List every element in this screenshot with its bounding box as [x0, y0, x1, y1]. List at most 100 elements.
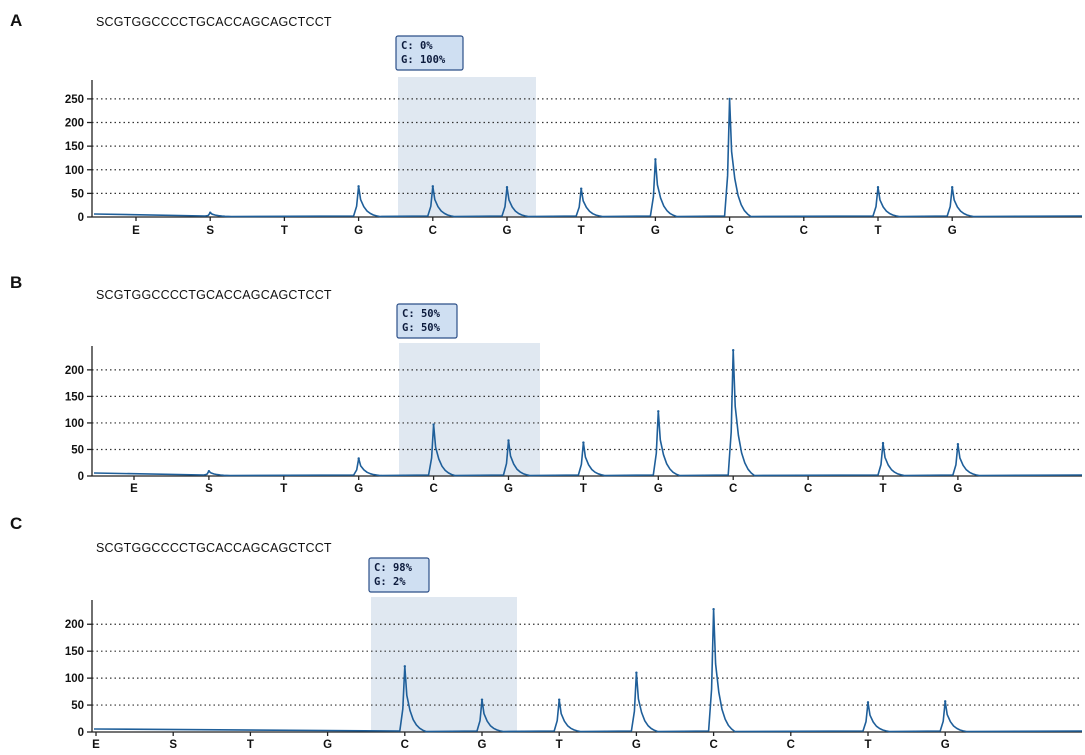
- sequence-text: SCGTGGCCCCTGCACCAGCAGCTCCT: [96, 288, 332, 302]
- panel-c: C SCGTGGCCCCTGCACCAGCAGCTCCT 0 50 100 150 200 E…: [10, 514, 1083, 751]
- dispensation-label: G: [654, 483, 663, 495]
- peak-mark: [654, 158, 657, 161]
- dispensation-label: S: [206, 225, 214, 237]
- callout-line-c: C: 50%: [402, 308, 441, 320]
- callout-line-c: C: 98%: [374, 562, 413, 574]
- callout-line-c: C: 0%: [401, 40, 433, 52]
- panel-b: B SCGTGGCCCCTGCACCAGCAGCTCCT 0 50 100 150 200 E…: [10, 273, 1083, 495]
- panel-label: B: [10, 273, 22, 292]
- peak-mark: [944, 700, 947, 703]
- y-tick-label: 100: [65, 418, 84, 430]
- dispensation-label: G: [354, 483, 363, 495]
- dispensation-label: C: [787, 739, 795, 751]
- dispensation-label: T: [247, 739, 254, 751]
- allele-callout: C: 50% G: 50%: [396, 303, 458, 339]
- snp-highlight-region: [371, 597, 517, 732]
- dispensation-label: G: [632, 739, 641, 751]
- dispensation-label: E: [132, 225, 140, 237]
- dispensation-label: T: [580, 483, 587, 495]
- dispensation-label: G: [354, 225, 363, 237]
- dispensation-label: G: [953, 483, 962, 495]
- y-tick-label: 200: [65, 118, 84, 130]
- dispensation-label: C: [429, 225, 437, 237]
- y-tick-label: 150: [65, 141, 84, 153]
- peak-mark: [432, 423, 435, 426]
- peak-mark: [431, 185, 434, 188]
- callout-box: [396, 303, 458, 339]
- dispensation-label: T: [578, 225, 585, 237]
- dispensation-label: G: [503, 225, 512, 237]
- sequence-text: SCGTGGCCCCTGCACCAGCAGCTCCT: [96, 541, 332, 555]
- peak-mark: [956, 442, 960, 446]
- peak-mark: [635, 671, 638, 674]
- allele-callout: C: 98% G: 2%: [368, 557, 430, 593]
- dispensation-label: C: [709, 739, 717, 751]
- pyrogram-trace: [93, 349, 1083, 477]
- dispensation-label: G: [323, 739, 332, 751]
- y-tick-label: 200: [65, 365, 84, 377]
- callout-line-g: G: 100%: [401, 54, 446, 66]
- peak-mark: [480, 698, 484, 701]
- peak-mark: [732, 349, 735, 352]
- peak-mark: [580, 187, 583, 190]
- peak-mark: [558, 698, 561, 701]
- dispensation-label: S: [169, 739, 177, 751]
- dispensation-label: G: [948, 225, 957, 237]
- dispensation-label: C: [429, 483, 437, 495]
- callout-line-g: G: 50%: [402, 322, 441, 334]
- y-tick-label: 0: [78, 471, 84, 483]
- peak-mark: [712, 607, 715, 611]
- panel-label: A: [10, 11, 22, 30]
- y-tick-label: 50: [71, 700, 84, 712]
- dispensation-label: G: [478, 739, 487, 751]
- peak-mark: [866, 701, 870, 704]
- peak-mark: [881, 441, 885, 445]
- dispensation-label: T: [874, 225, 881, 237]
- callout-box: [368, 557, 430, 593]
- dispensation-label: G: [504, 483, 513, 495]
- snp-highlight-region: [398, 77, 536, 217]
- dispensation-label: G: [941, 739, 950, 751]
- y-tick-label: 200: [65, 619, 84, 631]
- peak-mark: [209, 211, 212, 214]
- callout-box: [395, 35, 464, 71]
- peak-mark: [207, 470, 211, 473]
- allele-callout: C: 0% G: 100%: [395, 35, 464, 71]
- y-tick-label: 150: [65, 646, 84, 658]
- dispensation-label: S: [205, 483, 213, 495]
- y-tick-label: 0: [78, 212, 84, 224]
- peak-mark: [657, 410, 660, 413]
- snp-highlight-region: [399, 343, 540, 476]
- dispensation-label: T: [556, 739, 563, 751]
- dispensation-label: C: [804, 483, 812, 495]
- dispensation-label: C: [725, 225, 733, 237]
- callout-line-g: G: 2%: [374, 576, 406, 588]
- dispensation-label: E: [130, 483, 138, 495]
- y-tick-label: 150: [65, 391, 84, 403]
- y-tick-label: 0: [78, 727, 84, 739]
- dispensation-label: T: [280, 483, 287, 495]
- dispensation-label: T: [281, 225, 288, 237]
- panel-a: A SCGTGGCCCCTGCACCAGCAGCTCCT 0 50 100 150 200 2…: [10, 11, 1083, 237]
- sequence-text: SCGTGGCCCCTGCACCAGCAGCTCCT: [96, 15, 332, 29]
- y-tick-label: 100: [65, 165, 84, 177]
- dispensation-label: E: [92, 739, 100, 751]
- peak-mark: [728, 97, 731, 101]
- peak-mark: [357, 457, 360, 460]
- dispensation-label: T: [879, 483, 886, 495]
- peak-mark: [357, 185, 360, 188]
- pyrogram-trace: [93, 98, 1083, 218]
- dispensation-label: T: [864, 739, 871, 751]
- y-tick-label: 250: [65, 94, 84, 106]
- peak-mark: [876, 186, 880, 189]
- y-tick-label: 50: [71, 188, 84, 200]
- y-tick-label: 50: [71, 444, 84, 456]
- peak-mark: [951, 186, 954, 189]
- peak-mark: [403, 665, 406, 668]
- y-tick-label: 100: [65, 673, 84, 685]
- peak-mark: [505, 186, 509, 189]
- peak-mark: [582, 441, 585, 444]
- dispensation-label: C: [401, 739, 409, 751]
- pyrogram-trace: [93, 608, 1083, 733]
